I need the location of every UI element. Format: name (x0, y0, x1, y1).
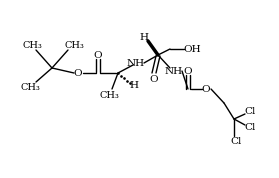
Text: O: O (74, 69, 82, 77)
Text: CH₃: CH₃ (99, 90, 119, 100)
Text: Cl: Cl (244, 122, 256, 132)
Text: O: O (150, 75, 158, 83)
Text: CH₃: CH₃ (64, 41, 84, 49)
Text: H: H (140, 33, 148, 41)
Text: OH: OH (183, 44, 201, 54)
Text: Cl: Cl (244, 106, 256, 116)
Text: O: O (94, 51, 102, 61)
Text: NH: NH (127, 59, 145, 67)
Text: CH₃: CH₃ (20, 83, 40, 93)
Text: NH: NH (165, 67, 183, 75)
Text: O: O (184, 67, 192, 75)
Text: Cl: Cl (230, 137, 242, 145)
Text: O: O (202, 85, 210, 93)
Text: H: H (129, 80, 138, 90)
Text: CH₃: CH₃ (22, 41, 42, 49)
